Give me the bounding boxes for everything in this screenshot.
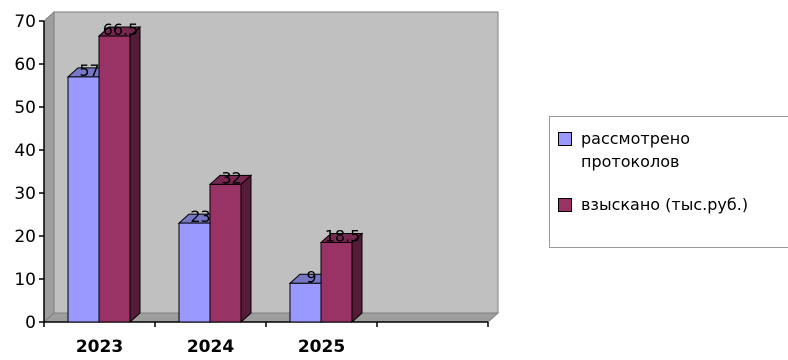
data-label: 66.5 — [103, 20, 139, 39]
bar-side — [240, 174, 252, 324]
chart-walls — [42, 10, 500, 324]
chart-legend: рассмотрено протоколов взыскано (тыс.руб… — [549, 116, 788, 248]
data-label: 9 — [306, 267, 316, 286]
y-tick-label: 40 — [14, 141, 36, 161]
y-tick-label: 20 — [14, 227, 36, 247]
bar-front — [320, 241, 353, 323]
bar-front — [178, 222, 211, 323]
legend-swatch-1 — [558, 198, 572, 212]
data-label: 18.5 — [325, 226, 361, 245]
y-tick-label: 70 — [14, 12, 36, 32]
y-tick-label: 60 — [14, 55, 36, 75]
legend-item-1: взыскано (тыс.руб.) — [558, 193, 777, 216]
data-label: 32 — [221, 168, 241, 187]
bar-front — [67, 76, 100, 323]
chart-data-labels: 57 66.5 23 32 9 18.5 — [79, 20, 360, 286]
side-wall — [43, 10, 55, 324]
legend-item-0: рассмотрено протоколов — [558, 127, 777, 173]
x-tick-label: 2023 — [76, 337, 123, 357]
bar-front — [98, 35, 131, 323]
chart-axes: 0 10 20 30 40 50 60 70 2023 2024 2025 — [14, 12, 489, 357]
bar-front — [289, 282, 322, 323]
y-tick-label: 0 — [25, 313, 36, 333]
y-tick-label: 30 — [14, 184, 36, 204]
y-tick-label: 50 — [14, 98, 36, 118]
x-tick-label: 2025 — [298, 337, 345, 357]
x-tick-label: 2024 — [187, 337, 234, 357]
legend-label-1: взыскано (тыс.руб.) — [581, 195, 749, 214]
data-label: 57 — [79, 61, 99, 80]
bar-2025-series-1 — [319, 232, 364, 324]
y-tick-label: 10 — [14, 270, 36, 290]
bar-2023-series-1 — [97, 25, 142, 324]
chart-bars — [66, 25, 364, 324]
bar-side — [129, 25, 141, 324]
legend-swatch-0 — [558, 132, 572, 146]
data-label: 23 — [190, 207, 210, 226]
legend-label-0: рассмотрено протоколов — [581, 129, 690, 171]
bar-front — [209, 183, 242, 323]
bar-2024-series-1 — [208, 174, 253, 324]
bar-side — [351, 232, 363, 324]
